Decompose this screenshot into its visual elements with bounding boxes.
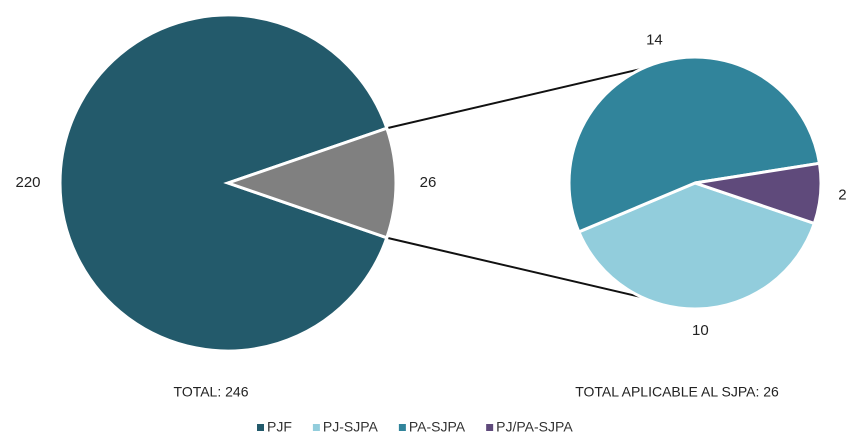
- data-label: 2: [838, 186, 846, 203]
- pie-slice: [576, 181, 817, 311]
- pie-slice: [694, 161, 823, 226]
- data-label: 26: [420, 174, 437, 191]
- legend-swatch: [486, 424, 494, 431]
- legend-swatch: [398, 424, 406, 431]
- legend-label: PJF: [267, 419, 292, 435]
- total-label: TOTAL: 246: [174, 384, 249, 400]
- legend-swatch: [257, 424, 264, 431]
- legend-swatch: [312, 424, 320, 431]
- total-label: TOTAL APLICABLE AL SJPA: 26: [575, 384, 779, 400]
- legend-label: PJ-SJPA: [323, 419, 379, 435]
- pie-slice: [567, 55, 822, 234]
- pie-slice: [223, 126, 398, 240]
- connector-line: [386, 67, 642, 130]
- legend-label: PJ/PA-SJPA: [496, 419, 573, 435]
- legend-label: PA-SJPA: [409, 419, 466, 435]
- data-label: 10: [692, 322, 709, 339]
- connector-line: [386, 236, 642, 299]
- data-label: 14: [646, 32, 663, 49]
- data-label: 220: [15, 174, 40, 191]
